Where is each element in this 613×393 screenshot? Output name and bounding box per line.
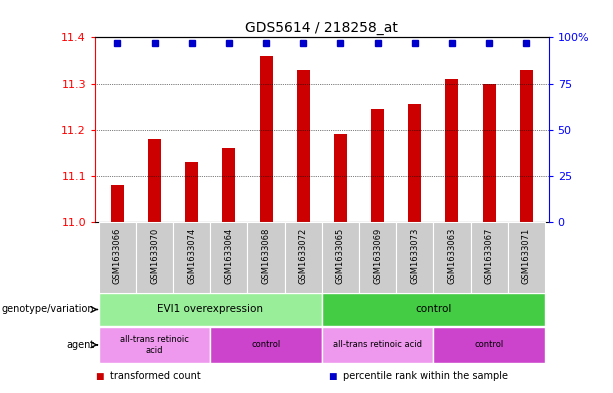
Bar [297,70,310,222]
Text: GSM1633068: GSM1633068 [262,228,270,284]
Text: control: control [251,340,281,349]
Text: transformed count: transformed count [110,371,201,381]
Bar [210,222,248,293]
Bar [508,222,545,293]
Text: agent: agent [66,340,94,350]
Title: GDS5614 / 218258_at: GDS5614 / 218258_at [245,21,398,35]
Text: ■: ■ [95,372,104,381]
Text: GSM1633071: GSM1633071 [522,228,531,284]
Text: GSM1633070: GSM1633070 [150,228,159,284]
Bar [136,222,173,293]
Bar [173,222,210,293]
Bar [99,222,136,293]
Text: control: control [474,340,504,349]
Text: GSM1633063: GSM1633063 [447,228,457,284]
Bar [396,222,433,293]
Bar [99,294,322,325]
Bar [408,104,421,222]
Text: ■: ■ [328,372,337,381]
Bar [111,185,124,222]
Bar [433,327,545,363]
Text: genotype/variation: genotype/variation [2,305,94,314]
Bar [433,222,471,293]
Bar [446,79,459,222]
Bar [185,162,198,222]
Bar [322,327,433,363]
Text: GSM1633073: GSM1633073 [410,228,419,284]
Text: all-trans retinoic
acid: all-trans retinoic acid [120,335,189,354]
Text: control: control [415,305,452,314]
Text: GSM1633064: GSM1633064 [224,228,234,284]
Bar [322,294,545,325]
Text: GSM1633072: GSM1633072 [299,228,308,284]
Text: GSM1633069: GSM1633069 [373,228,382,284]
Text: GSM1633074: GSM1633074 [187,228,196,284]
Bar [210,327,322,363]
Bar [148,139,161,222]
Text: all-trans retinoic acid: all-trans retinoic acid [333,340,422,349]
Bar [471,222,508,293]
Bar [223,148,235,222]
Bar [334,134,347,222]
Text: GSM1633067: GSM1633067 [485,228,493,284]
Text: EVI1 overexpression: EVI1 overexpression [158,305,263,314]
Bar [259,56,273,222]
Text: GSM1633065: GSM1633065 [336,228,345,284]
Bar [322,222,359,293]
Bar [520,70,533,222]
Bar [482,83,496,222]
Text: percentile rank within the sample: percentile rank within the sample [343,371,508,381]
Text: GSM1633066: GSM1633066 [113,228,122,284]
Bar [99,327,210,363]
Bar [248,222,284,293]
Bar [284,222,322,293]
Bar [371,109,384,222]
Bar [359,222,396,293]
